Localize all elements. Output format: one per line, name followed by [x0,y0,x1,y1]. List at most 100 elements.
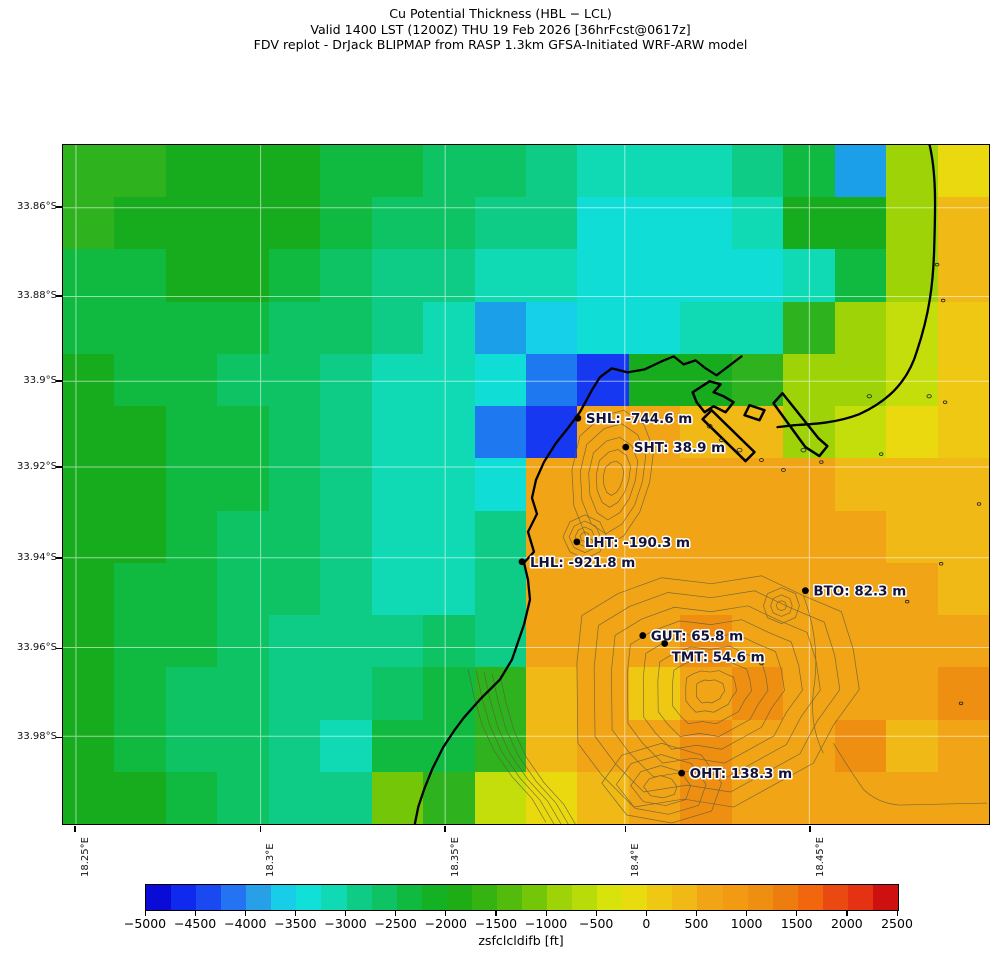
grid-cell [526,719,578,772]
y-tick-mark [56,736,62,738]
grid-cell [320,562,372,616]
grid-cell [165,615,218,668]
grid-cell [731,406,784,459]
colorbar-tick-label: −5000 [123,916,167,931]
grid-cell [526,249,578,302]
station-dot [574,414,582,422]
grid-cell [371,406,424,459]
grid-cell [474,301,526,354]
grid-cell [114,406,166,459]
colorbar-tick-label: 1500 [780,916,813,931]
map-plot-area: SHL: -744.6 m SHT: 38.9 m LHT: -190.3 m LHL… [62,144,990,825]
contour-signal-hill [595,449,631,508]
harbor-pier-1-notch [743,403,766,422]
grid-cell [268,145,321,198]
station-lht: LHT: -190.3 m [573,534,692,552]
grid-cell [628,406,681,459]
grid-cell [834,562,887,616]
colorbar-segment [471,885,497,910]
contour-south-massif [615,754,707,815]
y-tick-label: 33.98°S [17,731,57,742]
grid-cell [937,145,989,198]
grid-cell [577,615,629,668]
grid-cell [628,771,681,824]
plot-valid-time: Valid 1400 LST (1200Z) THU 19 Feb 2026 [… [310,21,691,37]
x-tick-mark [624,826,626,832]
colorbar-segment [647,885,673,910]
grid-cell [526,562,578,616]
grid-cell [371,667,424,720]
colorbar-segment [246,885,272,910]
grid-cell [114,353,166,407]
station-dot [622,443,630,451]
grid-cell [628,353,681,407]
grid-cell [474,406,526,459]
grid-cell [371,301,424,354]
y-tick-label: 33.94°S [17,551,57,563]
grid-cell [731,510,784,563]
station-dot [802,587,809,595]
thickness-grid [63,145,989,824]
grid-cell [577,562,629,616]
grid-cell [886,406,938,459]
grid-cell [886,301,938,354]
colorbar-tick-label: 2500 [881,916,913,931]
colorbar-segment [171,885,197,910]
contour-devils-peak [776,600,787,612]
contour-signal-hill [579,423,647,535]
grid-cell [886,197,938,250]
contour-coastal-slope [491,673,569,824]
grid-cell [680,145,732,198]
grid-cell [577,249,629,302]
grid-cell [886,510,938,563]
grid-cell [680,197,732,250]
grid-cell [63,562,115,616]
x-tick-label: 18.3°E [265,843,277,877]
grid-cell [423,197,475,250]
grid-cell [834,615,887,668]
x-tick-label: 18.35°E [449,837,461,877]
grid-cell [731,145,784,198]
grid-cell [165,406,218,459]
grid-cell [165,771,218,824]
grid-cell [628,562,681,616]
station-bto: BTO: 82.3 m [802,583,908,601]
x-tick-mark [74,826,76,832]
colorbar-segment [572,885,598,910]
grid-cell [474,510,526,563]
coastline-north-shore [660,355,743,377]
grid-cell [371,771,424,824]
grid-cell [834,301,887,354]
grid-cell [371,719,424,772]
grid-cell [474,249,526,302]
station-tmt: TMT: 54.6 m [661,640,766,667]
harbor-pier-1 [701,408,756,463]
colorbar-tick-label: 1000 [730,916,763,931]
colorbar-tick-label: −2000 [424,916,467,931]
grid-cell [268,353,321,407]
grid-cell [937,301,989,354]
grid-cell [371,615,424,668]
grid-cell [114,562,166,616]
y-tick-mark [56,466,62,468]
grid-cell [886,771,938,824]
grid-cell [834,249,887,302]
grid-cell [526,301,578,354]
grid-cell [268,562,321,616]
grid-cell [63,353,115,407]
grid-cell [834,771,887,824]
islet-outline [940,298,946,303]
colorbar-tick-mark [194,910,196,916]
colorbar-tick-label: −4500 [173,916,217,931]
grid-cell [423,145,475,198]
grid-cell [268,667,321,720]
colorbar-segment [296,885,322,910]
grid-cell [371,249,424,302]
x-tick-label: 18.25°E [79,837,91,877]
grid-cell [628,145,681,198]
colorbar-tick-label: −3000 [324,916,367,931]
grid-cell [423,615,475,668]
y-tick-label: 33.92°S [17,460,57,472]
x-tick-mark [259,826,261,832]
grid-cell [577,145,629,198]
